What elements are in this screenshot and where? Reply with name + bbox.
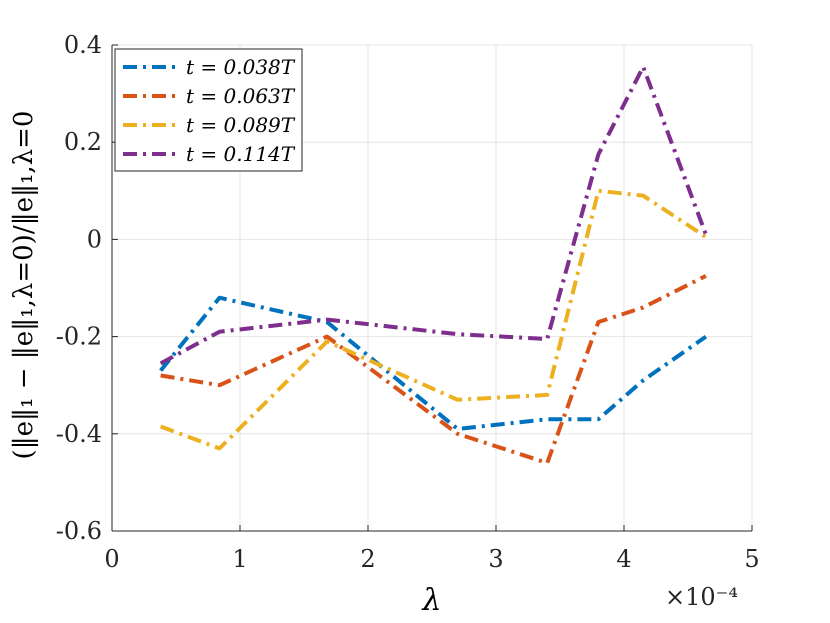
legend-label-4: t = 0.114T — [186, 142, 296, 166]
x-tick-label: 1 — [232, 545, 247, 573]
x-axis-multiplier: ×10⁻⁴ — [665, 583, 738, 611]
y-tick-label: -0.2 — [56, 323, 102, 351]
legend-label-1: t = 0.038T — [186, 55, 296, 79]
x-tick-label: 3 — [488, 545, 503, 573]
x-tick-label: 0 — [104, 545, 119, 573]
series-line-1 — [159, 295, 708, 431]
legend-box — [114, 48, 303, 172]
legend: t = 0.038T t = 0.063T t = 0.089T t = 0.114T — [114, 48, 303, 172]
y-axis-label: (‖e‖₁ − ‖e‖₁,λ=0)/‖e‖₁,λ=0 — [9, 111, 39, 460]
x-tick-label: 4 — [616, 545, 631, 573]
y-tick-label: -0.6 — [56, 517, 102, 545]
y-tick-label: -0.4 — [56, 420, 102, 448]
x-tick-label: 5 — [744, 545, 759, 573]
y-tick-label: 0 — [87, 225, 102, 253]
x-axis-label: λ — [421, 583, 441, 618]
x-tick-label: 2 — [360, 545, 375, 573]
series-line-4 — [159, 64, 708, 366]
series-line-3 — [159, 188, 708, 451]
series-lines — [159, 64, 708, 465]
series-line-2 — [160, 274, 707, 465]
y-tick-label: 0.4 — [64, 31, 102, 59]
legend-label-3: t = 0.089T — [186, 113, 296, 137]
legend-label-2: t = 0.063T — [186, 84, 296, 108]
y-tick-label: 0.2 — [64, 128, 102, 156]
tick-labels: 0 1 2 3 4 5 -0.6 -0.4 -0.2 0 0.2 0.4 — [56, 31, 760, 573]
